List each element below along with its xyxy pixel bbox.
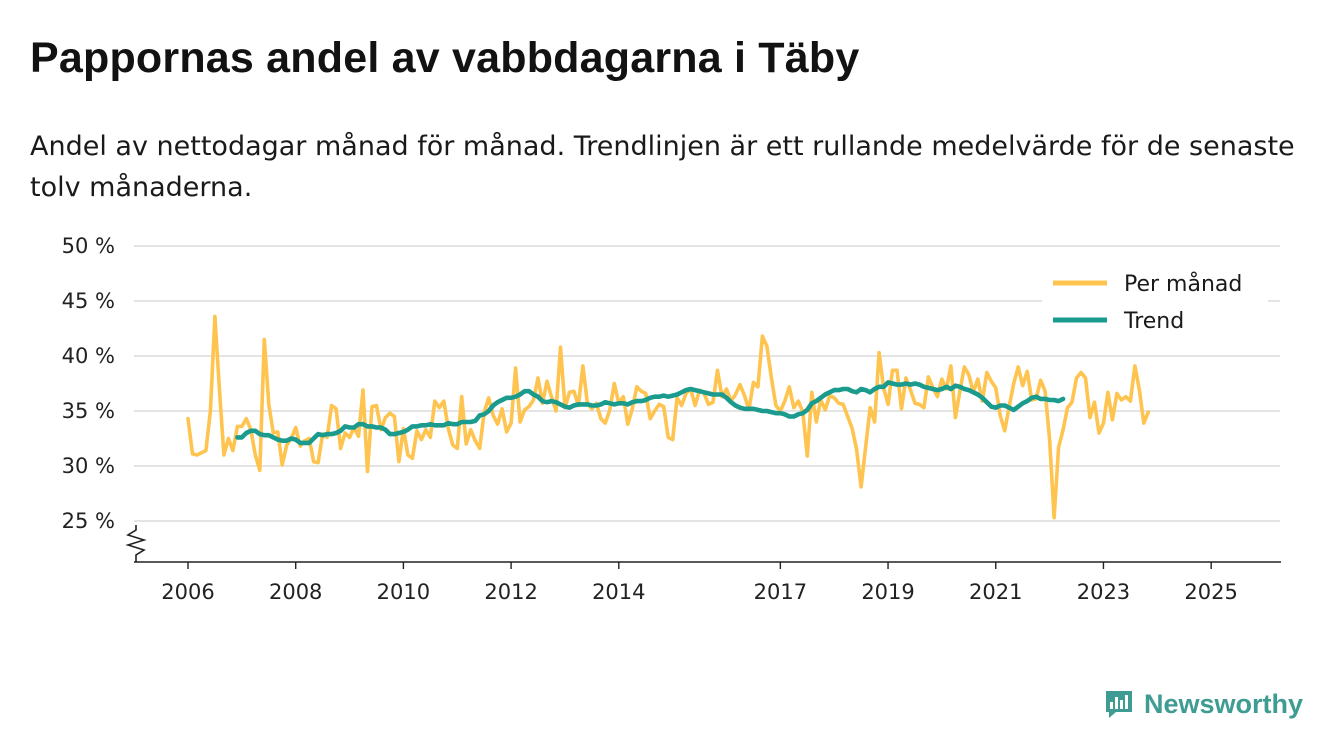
series-line-trend — [235, 380, 1066, 446]
x-tick-label-2021: 2021 — [969, 580, 1022, 604]
legend-label-1: Trend — [1123, 309, 1184, 334]
x-tick-label-2012: 2012 — [484, 580, 537, 604]
legend-label-0: Per månad — [1124, 271, 1242, 297]
x-tick-label-2025: 2025 — [1184, 580, 1237, 604]
legend-background — [1042, 262, 1268, 346]
chart-subtitle: Andel av nettodagar månad för månad. Tre… — [30, 131, 1295, 203]
axis-break-zigzag — [125, 525, 147, 562]
y-tick-label-45: 45 % — [62, 289, 115, 313]
y-tick-label-25: 25 % — [62, 509, 115, 533]
newsworthy-logo-icon — [1106, 691, 1132, 718]
x-tick-label-2010: 2010 — [377, 580, 430, 604]
y-axis-labels: 25 % 30 % 35 % 40 % 45 % 50 % — [62, 234, 115, 533]
series-lines — [186, 314, 1151, 520]
x-tick-label-2014: 2014 — [592, 580, 645, 604]
x-tick-label-2019: 2019 — [861, 580, 914, 604]
x-tick-label-2023: 2023 — [1077, 580, 1130, 604]
legend: Per månad Trend — [1042, 262, 1268, 346]
chart-title: Pappornas andel av vabbdagarna i Täby — [30, 34, 860, 82]
x-axis: 2006 2008 2010 2012 2014 2017 2019 2021 2023 2025 — [134, 561, 1281, 604]
y-tick-label-30: 30 % — [62, 454, 115, 478]
x-tick-label-2017: 2017 — [754, 580, 807, 604]
x-tick-label-2006: 2006 — [161, 580, 214, 604]
x-tick-label-2008: 2008 — [269, 580, 322, 604]
series-line-per-m-nad — [186, 314, 1151, 520]
newsworthy-logo[interactable]: Newsworthy — [1103, 684, 1303, 724]
brand-name: Newsworthy — [1144, 688, 1304, 719]
y-axis-break-icon — [125, 525, 147, 562]
y-tick-label-40: 40 % — [62, 344, 115, 368]
y-tick-label-35: 35 % — [62, 399, 115, 423]
y-tick-label-50: 50 % — [62, 234, 115, 258]
